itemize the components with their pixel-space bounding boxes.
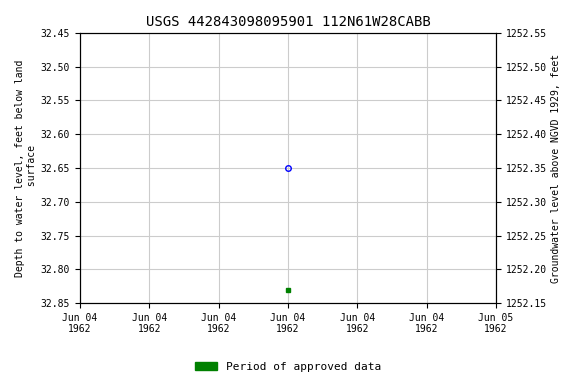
Legend: Period of approved data: Period of approved data bbox=[191, 358, 385, 377]
Y-axis label: Depth to water level, feet below land
 surface: Depth to water level, feet below land su… bbox=[15, 60, 37, 277]
Title: USGS 442843098095901 112N61W28CABB: USGS 442843098095901 112N61W28CABB bbox=[146, 15, 430, 29]
Y-axis label: Groundwater level above NGVD 1929, feet: Groundwater level above NGVD 1929, feet bbox=[551, 53, 561, 283]
